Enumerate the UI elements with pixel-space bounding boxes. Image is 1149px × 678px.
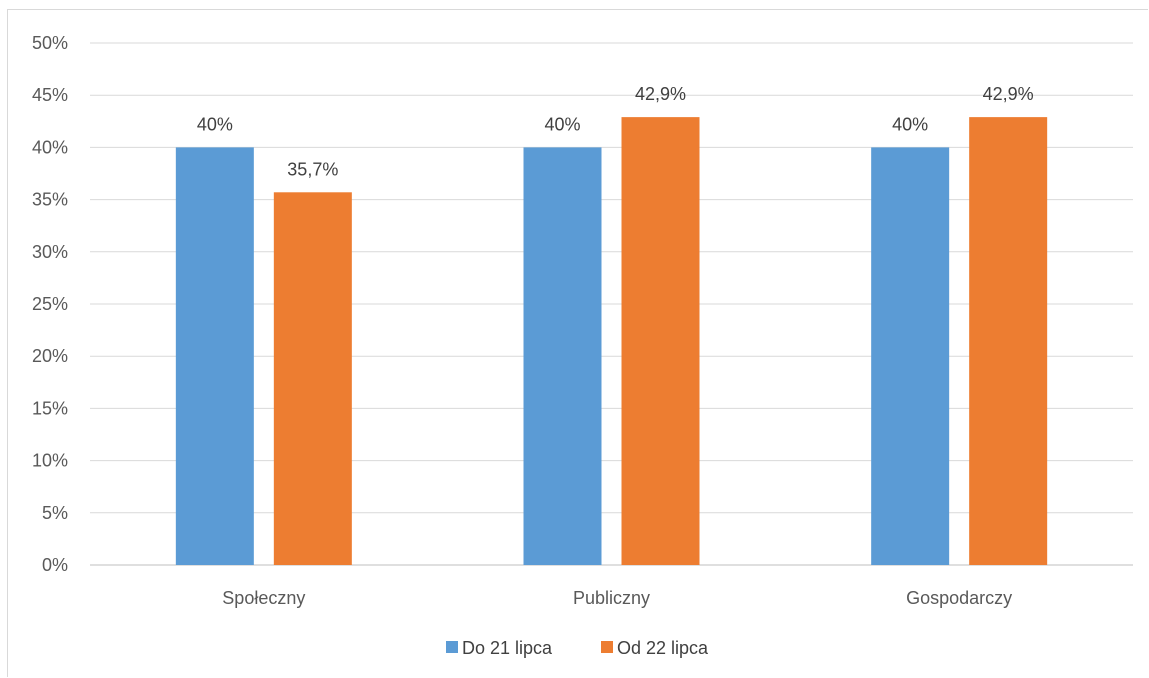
y-tick-label: 5% xyxy=(42,503,68,523)
data-label: 40% xyxy=(892,114,928,134)
data-label: 42,9% xyxy=(983,84,1034,104)
data-label: 35,7% xyxy=(287,159,338,179)
legend-swatch xyxy=(446,641,458,653)
data-label: 42,9% xyxy=(635,84,686,104)
chart-frame xyxy=(7,9,1148,677)
bar xyxy=(175,147,254,565)
y-tick-label: 50% xyxy=(32,33,68,53)
y-tick-label: 30% xyxy=(32,242,68,262)
x-tick-label: Publiczny xyxy=(573,588,650,608)
bar xyxy=(523,147,602,565)
data-label: 40% xyxy=(544,114,580,134)
x-tick-label: Społeczny xyxy=(222,588,305,608)
y-tick-label: 45% xyxy=(32,85,68,105)
bar xyxy=(871,147,950,565)
data-label: 40% xyxy=(197,114,233,134)
y-tick-label: 20% xyxy=(32,346,68,366)
y-tick-label: 15% xyxy=(32,398,68,418)
legend-label: Do 21 lipca xyxy=(462,638,553,658)
x-tick-label: Gospodarczy xyxy=(906,588,1012,608)
bar xyxy=(621,117,700,566)
y-tick-label: 0% xyxy=(42,555,68,575)
bar xyxy=(969,117,1048,566)
y-tick-label: 25% xyxy=(32,294,68,314)
bar xyxy=(273,192,352,566)
y-tick-label: 35% xyxy=(32,190,68,210)
y-tick-label: 40% xyxy=(32,137,68,157)
y-tick-label: 10% xyxy=(32,451,68,471)
legend-label: Od 22 lipca xyxy=(617,638,709,658)
legend-swatch xyxy=(601,641,613,653)
